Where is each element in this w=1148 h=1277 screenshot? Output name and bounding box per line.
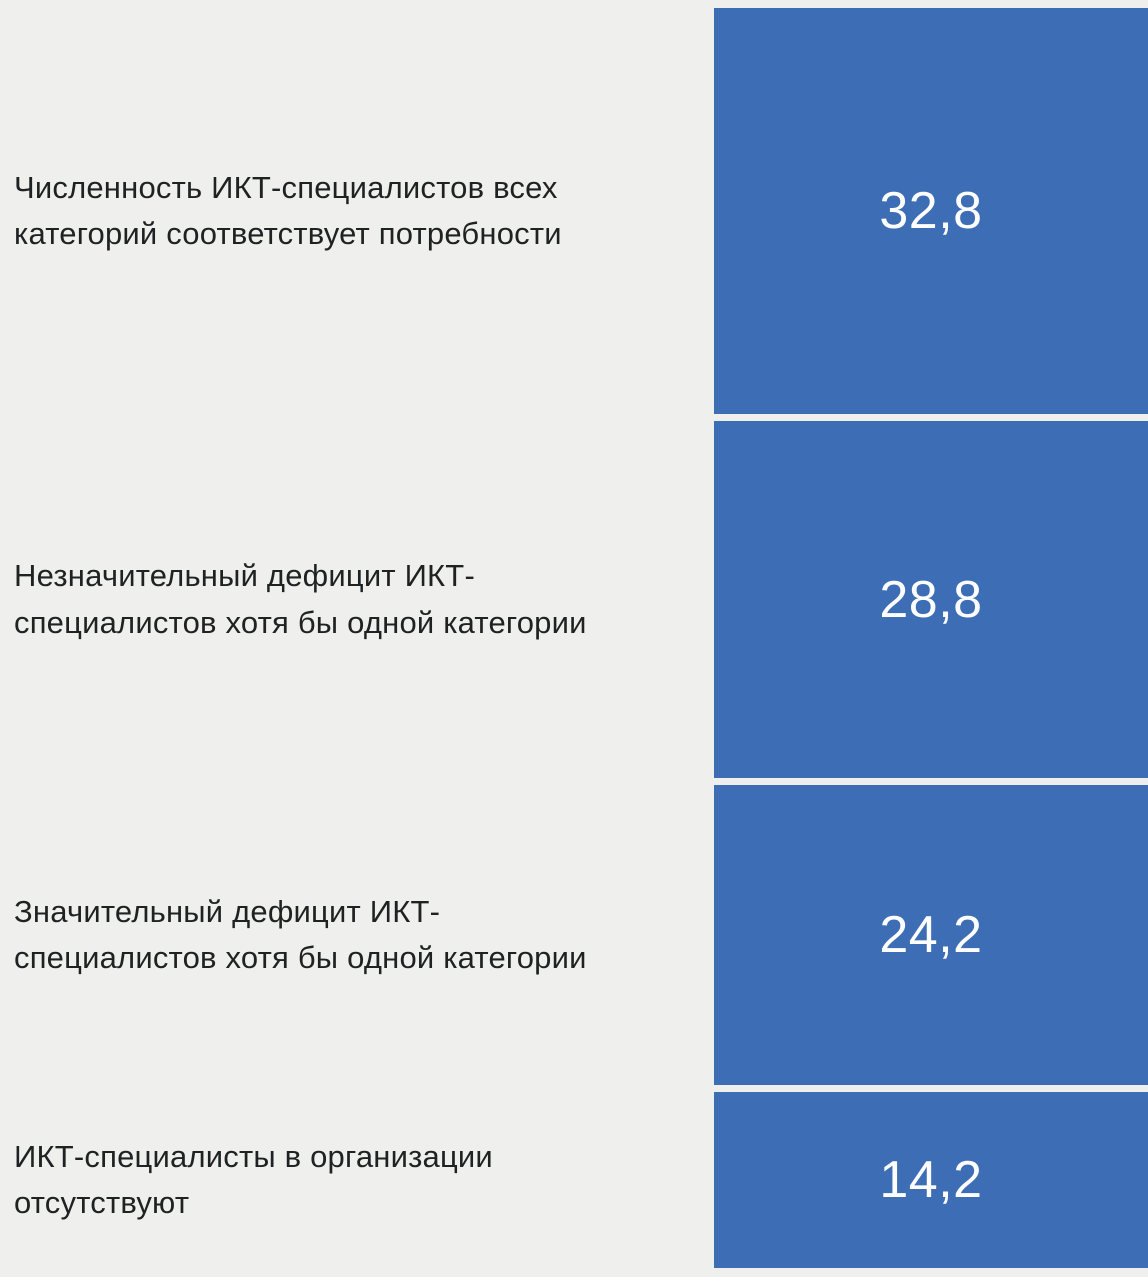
chart-row: ИКТ-специалисты в организации отсутствую… <box>0 1092 1148 1268</box>
bar-segment: 28,8 <box>714 421 1148 779</box>
category-label: ИКТ-специалисты в организации отсутствую… <box>14 1138 493 1221</box>
chart-row: Незначительный дефицит ИКТ-специалистов … <box>0 421 1148 779</box>
bar-segment: 24,2 <box>714 785 1148 1086</box>
category-label: Незначительный дефицит ИКТ-специалистов … <box>14 558 587 640</box>
bar-value-label: 24,2 <box>879 906 983 965</box>
bar-value-label: 28,8 <box>879 570 983 629</box>
category-label: Численность ИКТ-специалистов всех катего… <box>14 169 562 252</box>
chart-row: Значительный дефицит ИКТ-специалистов хо… <box>0 785 1148 1086</box>
category-label: Значительный дефицит ИКТ-специалистов хо… <box>14 893 587 976</box>
chart-row: Численность ИКТ-специалистов всех катего… <box>0 8 1148 415</box>
bar-value-label: 32,8 <box>879 182 983 241</box>
bar-segment: 14,2 <box>714 1092 1148 1268</box>
bar-segment: 32,8 <box>714 8 1148 415</box>
bar-value-label: 14,2 <box>879 1151 983 1210</box>
